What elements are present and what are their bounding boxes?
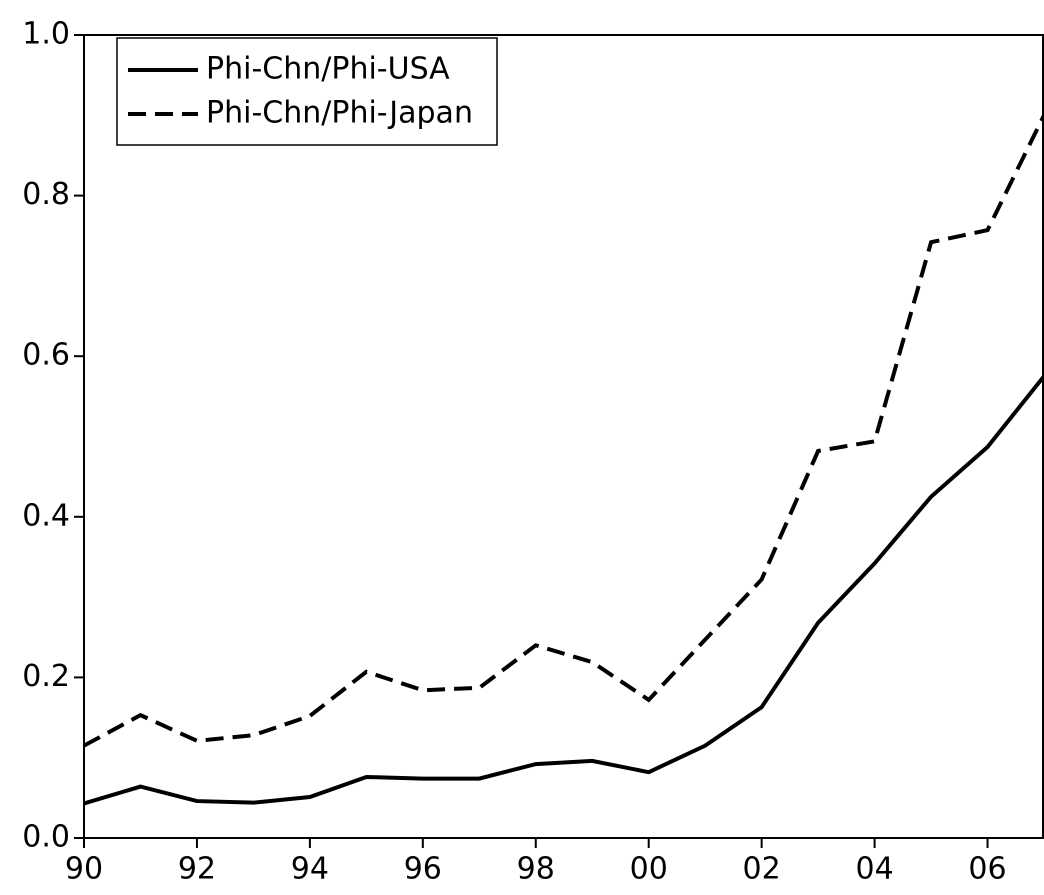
- x-tick-label: 04: [855, 852, 893, 887]
- x-tick-label: 96: [404, 852, 442, 887]
- x-tick-label: 00: [630, 852, 668, 887]
- y-tick-label: 0.6: [22, 338, 70, 373]
- x-tick-label: 94: [291, 852, 329, 887]
- x-tick-label: 90: [65, 852, 103, 887]
- plot-frame: [83, 34, 1044, 839]
- series-line: [84, 375, 1044, 806]
- x-tick-label: 98: [517, 852, 555, 887]
- x-tick-label: 06: [968, 852, 1006, 887]
- series-line: [84, 114, 1044, 748]
- legend-box: [116, 37, 498, 146]
- lines: [84, 114, 1044, 806]
- x-tick-label: 02: [743, 852, 781, 887]
- legend-label: Phi-Chn/Phi-USA: [206, 52, 450, 87]
- y-tick-label: 0.8: [22, 177, 70, 212]
- y-tick-label: 0.0: [22, 820, 70, 855]
- y-tick-label: 0.4: [22, 498, 70, 533]
- legend-label: Phi-Chn/Phi-Japan: [206, 96, 473, 131]
- x-tick-label: 92: [178, 852, 216, 887]
- y-tick-label: 0.2: [22, 659, 70, 694]
- y-tick-label: 1.0: [22, 17, 70, 52]
